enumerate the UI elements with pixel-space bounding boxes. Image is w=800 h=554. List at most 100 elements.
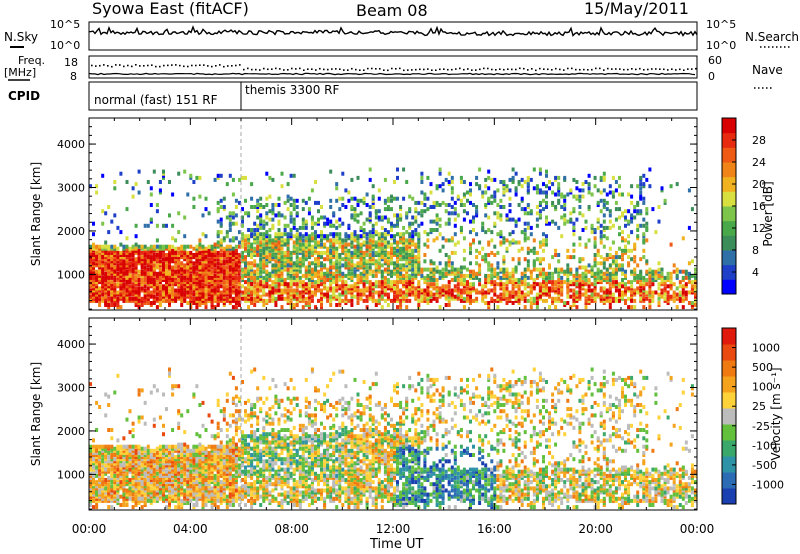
- heatmap-cell: [277, 259, 281, 264]
- heatmap-cell: [639, 209, 643, 214]
- heatmap-cell: [140, 282, 144, 287]
- heatmap-cell: [286, 288, 290, 293]
- heatmap-cell: [602, 261, 606, 266]
- heatmap-cell: [271, 286, 275, 291]
- heatmap-cell: [332, 296, 336, 301]
- heatmap-cell: [183, 290, 187, 295]
- heatmap-cell: [89, 459, 92, 464]
- heatmap-cell: [219, 240, 223, 245]
- heatmap-cell: [672, 298, 676, 303]
- heatmap-cell: [456, 286, 460, 291]
- heatmap-cell: [143, 250, 147, 255]
- heatmap-cell: [231, 211, 235, 216]
- heatmap-cell: [523, 236, 527, 241]
- heatmap-cell: [508, 196, 512, 201]
- heatmap-cell: [371, 240, 375, 245]
- heatmap-cell: [216, 280, 220, 285]
- heatmap-cell: [162, 294, 165, 299]
- heatmap-cell: [158, 286, 162, 291]
- heatmap-cell: [238, 230, 241, 235]
- heatmap-cell: [353, 238, 357, 243]
- heatmap-cell: [289, 255, 293, 260]
- heatmap-cell: [301, 244, 305, 249]
- heatmap-cell: [690, 207, 694, 212]
- heatmap-cell: [98, 494, 102, 499]
- heatmap-cell: [152, 294, 156, 299]
- heatmap-cell: [268, 286, 272, 291]
- heatmap-cell: [608, 246, 612, 251]
- heatmap-cell: [332, 240, 336, 245]
- heatmap-cell: [411, 215, 415, 220]
- heatmap-cell: [95, 465, 99, 470]
- heatmap-cell: [447, 288, 451, 293]
- heatmap-cell: [216, 232, 220, 237]
- heatmap-cell: [450, 278, 454, 282]
- heatmap-cell: [171, 296, 175, 301]
- heatmap-cell: [158, 273, 162, 278]
- heatmap-cell: [614, 296, 618, 301]
- heatmap-cell: [590, 223, 594, 228]
- heatmap-cell: [386, 259, 390, 264]
- heatmap-cell: [450, 211, 454, 216]
- heatmap-cell: [371, 255, 375, 260]
- heatmap-cell: [362, 240, 366, 245]
- heatmap-cell: [183, 234, 187, 239]
- heatmap-cell: [101, 448, 105, 453]
- heatmap-cell: [213, 257, 217, 262]
- heatmap-cell: [210, 265, 214, 270]
- nave-point: [207, 65, 209, 67]
- heatmap-cell: [408, 267, 412, 272]
- heatmap-cell: [295, 205, 299, 209]
- heatmap-cell: [535, 211, 539, 216]
- heatmap-cell: [177, 284, 181, 289]
- heatmap-cell: [584, 180, 588, 184]
- heatmap-cell: [146, 257, 150, 262]
- heatmap-cell: [578, 194, 582, 199]
- heatmap-cell: [131, 259, 135, 264]
- heatmap-cell: [368, 292, 372, 297]
- heatmap-cell: [155, 238, 159, 243]
- heatmap-cell: [663, 296, 667, 301]
- heatmap-cell: [113, 278, 117, 282]
- heatmap-cell: [234, 244, 238, 249]
- heatmap-cell: [125, 259, 129, 264]
- heatmap-cell: [158, 259, 162, 264]
- heatmap-cell: [168, 298, 171, 303]
- heatmap-cell: [256, 282, 260, 287]
- heatmap-cell: [362, 269, 366, 274]
- heatmap-cell: [225, 215, 229, 220]
- heatmap-cell: [244, 298, 247, 303]
- heatmap-cell: [590, 230, 594, 235]
- heatmap-cell: [596, 280, 600, 285]
- heatmap-cell: [89, 269, 92, 274]
- heatmap-cell: [314, 292, 317, 297]
- heatmap-cell: [289, 265, 293, 270]
- heatmap-cell: [125, 271, 129, 276]
- heatmap-cell: [204, 305, 208, 310]
- heatmap-cell: [538, 273, 542, 278]
- heatmap-cell: [225, 284, 229, 289]
- heatmap-cell: [289, 211, 293, 216]
- heatmap-cell: [621, 257, 624, 262]
- heatmap-cell: [241, 269, 244, 274]
- heatmap-cell: [168, 180, 171, 184]
- heatmap-cell: [222, 267, 226, 272]
- heatmap-cell: [174, 253, 178, 257]
- heatmap-cell: [101, 282, 105, 287]
- heatmap-cell: [423, 192, 427, 197]
- heatmap-cell: [247, 282, 251, 287]
- heatmap-cell: [323, 221, 327, 226]
- heatmap-cell: [238, 177, 241, 182]
- heatmap-cell: [183, 244, 187, 249]
- heatmap-cell: [572, 248, 576, 253]
- heatmap-cell: [283, 284, 287, 289]
- heatmap-cell: [368, 211, 372, 216]
- heatmap-cell: [277, 250, 281, 255]
- heatmap-cell: [690, 288, 694, 293]
- heatmap-cell: [253, 232, 257, 237]
- heatmap-cell: [234, 296, 238, 301]
- heatmap-cell: [301, 234, 305, 239]
- heatmap-cell: [110, 484, 114, 489]
- heatmap-cell: [374, 230, 378, 235]
- heatmap-cell: [681, 284, 685, 289]
